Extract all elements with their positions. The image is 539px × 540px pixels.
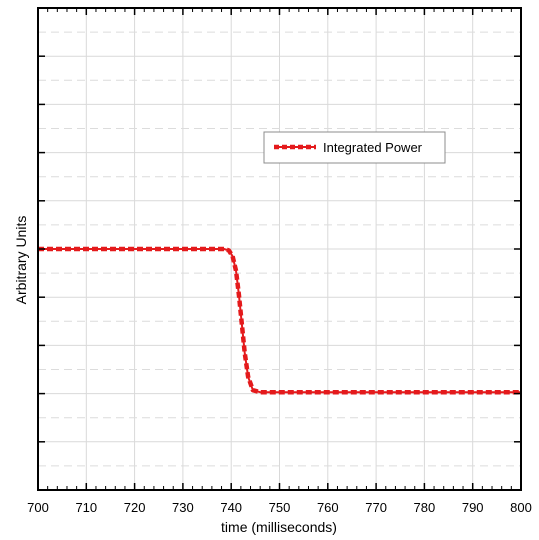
x-tick-label: 780 bbox=[414, 500, 436, 515]
x-tick-label: 770 bbox=[365, 500, 387, 515]
x-tick-label: 700 bbox=[27, 500, 49, 515]
legend-label: Integrated Power bbox=[323, 140, 423, 155]
x-tick-label: 760 bbox=[317, 500, 339, 515]
x-axis-label: time (milliseconds) bbox=[221, 519, 337, 535]
x-tick-label: 750 bbox=[269, 500, 291, 515]
x-tick-label: 800 bbox=[510, 500, 532, 515]
y-axis-label: Arbitrary Units bbox=[13, 216, 29, 305]
grid bbox=[38, 8, 521, 490]
x-tick-label: 740 bbox=[220, 500, 242, 515]
x-tick-label: 790 bbox=[462, 500, 484, 515]
x-tick-label: 710 bbox=[75, 500, 97, 515]
series-layer bbox=[38, 246, 521, 395]
x-tick-label: 720 bbox=[124, 500, 146, 515]
legend: Integrated Power bbox=[263, 131, 446, 164]
plot-frame bbox=[37, 7, 522, 491]
series-line-dashed bbox=[38, 246, 521, 395]
x-tick-labels: 700 710 720 730 740 750 760 770 780 790 800 bbox=[27, 500, 532, 515]
x-tick-label: 730 bbox=[172, 500, 194, 515]
